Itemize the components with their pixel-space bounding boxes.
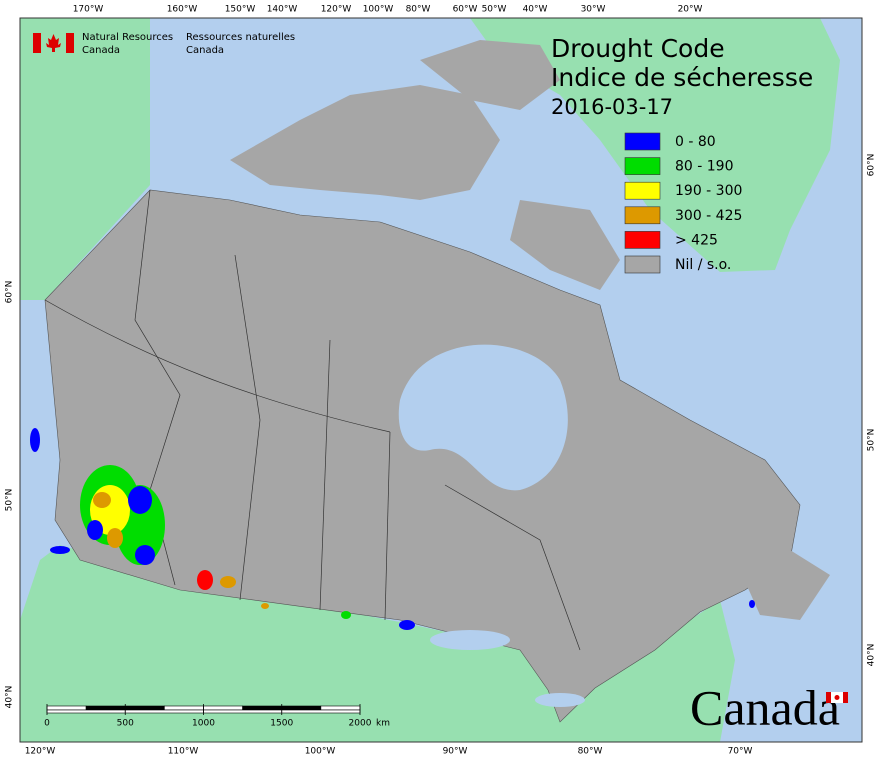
scale-label: 1500 xyxy=(270,719,293,729)
hudson-bay xyxy=(398,344,568,491)
latitude-label: 50°N xyxy=(5,489,15,512)
lake xyxy=(535,693,585,707)
longitude-label: 20°W xyxy=(678,5,703,15)
scale-segment xyxy=(281,709,361,714)
lake xyxy=(430,630,510,650)
scale-segment xyxy=(203,709,283,714)
legend-label: 0 - 80 xyxy=(675,134,716,150)
longitude-label: 100°W xyxy=(363,5,394,15)
latitude-label: 40°N xyxy=(867,644,877,667)
longitude-label: 120°W xyxy=(321,5,352,15)
longitude-label: 120°W xyxy=(25,747,56,757)
wordmark-flag xyxy=(826,692,831,703)
scale-segment xyxy=(203,705,243,711)
longitude-label: 40°W xyxy=(523,5,548,15)
wordmark-flag xyxy=(834,695,840,700)
longitude-label: 80°W xyxy=(578,747,603,757)
legend-swatch xyxy=(624,157,661,175)
scale-label: 2000 xyxy=(349,719,372,729)
scale-label: 1000 xyxy=(192,719,215,729)
ellesmere xyxy=(420,40,560,110)
scale-segment xyxy=(124,709,204,714)
baffin xyxy=(510,200,620,290)
legend-label: 190 - 300 xyxy=(675,183,742,199)
newfoundland xyxy=(740,550,830,620)
longitude-label: 110°W xyxy=(168,747,199,757)
legend-swatch xyxy=(624,231,661,249)
legend-swatch xyxy=(624,206,661,225)
scale-segment xyxy=(85,705,126,711)
scale-segment xyxy=(281,705,322,711)
longitude-label: 100°W xyxy=(305,747,336,757)
latitude-label: 60°N xyxy=(867,154,877,177)
legend-label: 300 - 425 xyxy=(675,208,742,224)
longitude-label: 30°W xyxy=(581,5,606,15)
longitude-label: 60°W xyxy=(453,5,478,15)
legend-label: Nil / s.o. xyxy=(675,257,731,273)
title: Indice de sécheresse xyxy=(551,63,813,92)
alaska xyxy=(20,18,150,300)
agency-fr: Ressources naturelles xyxy=(186,32,295,43)
legend-label: > 425 xyxy=(675,232,718,248)
arctic-islands xyxy=(230,85,500,200)
legend-label: 80 - 190 xyxy=(675,159,734,175)
drought-areas xyxy=(30,428,755,630)
legend-swatch xyxy=(624,181,661,200)
longitude-label: 150°W xyxy=(225,5,256,15)
scale-segment xyxy=(46,705,87,711)
scale-segment xyxy=(320,705,361,711)
wordmark: Canada xyxy=(690,679,840,735)
longitude-label: 160°W xyxy=(167,5,198,15)
legend-swatch xyxy=(624,132,661,151)
longitude-label: 140°W xyxy=(267,5,298,15)
agency-en: Canada xyxy=(82,45,120,56)
flag-bar xyxy=(66,33,74,53)
latitude-label: 40°N xyxy=(5,686,15,709)
latitude-label: 50°N xyxy=(867,429,877,452)
longitude-label: 70°W xyxy=(728,747,753,757)
scale-segment xyxy=(242,705,283,711)
longitude-label: 170°W xyxy=(73,5,104,15)
scale-unit: km xyxy=(376,719,390,729)
date: 2016-03-17 xyxy=(551,95,673,119)
title: Drought Code xyxy=(551,34,725,63)
agency-fr: Canada xyxy=(186,45,224,56)
map-frame xyxy=(19,17,863,743)
flag-bar xyxy=(33,33,41,53)
wordmark-flag xyxy=(843,692,848,703)
maple-leaf xyxy=(46,34,61,52)
scale-label: 500 xyxy=(117,719,134,729)
legend-swatch xyxy=(624,255,661,274)
latitude-label: 60°N xyxy=(5,281,15,304)
longitude-label: 50°W xyxy=(482,5,507,15)
scale-segment xyxy=(46,709,126,714)
scale-segment xyxy=(164,705,204,711)
scale-label: 0 xyxy=(44,719,50,729)
agency-en: Natural Resources xyxy=(82,32,173,43)
longitude-label: 80°W xyxy=(406,5,431,15)
longitude-label: 90°W xyxy=(443,747,468,757)
scale-segment xyxy=(124,705,165,711)
